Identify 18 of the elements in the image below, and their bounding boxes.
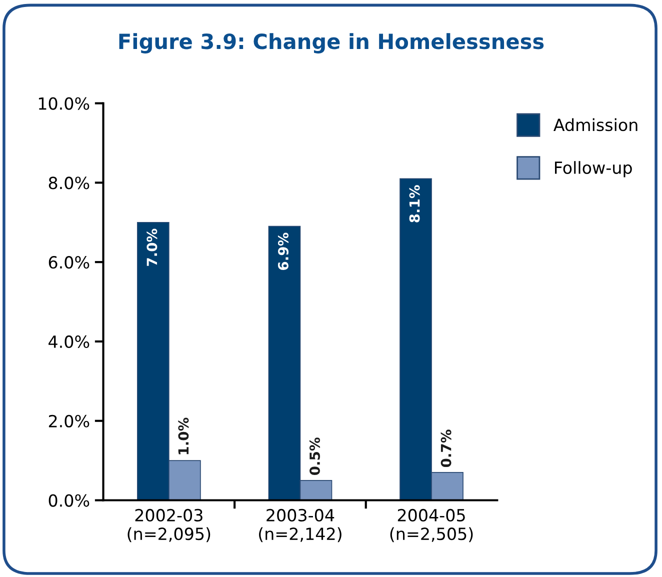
y-tick-label: 6.0%: [48, 256, 90, 269]
data-label: 8.1%: [409, 185, 420, 222]
y-tick-label: 4.0%: [48, 335, 90, 348]
x-tick-label: 2003-04 (n=2,142): [259, 508, 342, 542]
y-tick-label: 2.0%: [48, 414, 90, 428]
y-tick-label: 10.0%: [38, 97, 90, 110]
legend-label: Admission: [554, 118, 638, 132]
data-label: 6.9%: [278, 232, 288, 270]
x-tick-label: 2004-05 (n=2,505): [390, 508, 473, 542]
data-label: 1.0%: [178, 418, 189, 454]
data-label: 0.7%: [440, 430, 452, 468]
y-tick-label: 0.0%: [48, 494, 90, 507]
data-label: 7.0%: [146, 228, 158, 266]
y-tick-label: 8.0%: [48, 176, 90, 190]
x-tick-label: 2002-03 (n=2,095): [128, 508, 210, 542]
legend-label: Follow-up: [555, 161, 632, 178]
chart-title: Figure 3.9: Change in Homelessness: [119, 33, 544, 54]
data-label: 0.5%: [309, 438, 320, 475]
